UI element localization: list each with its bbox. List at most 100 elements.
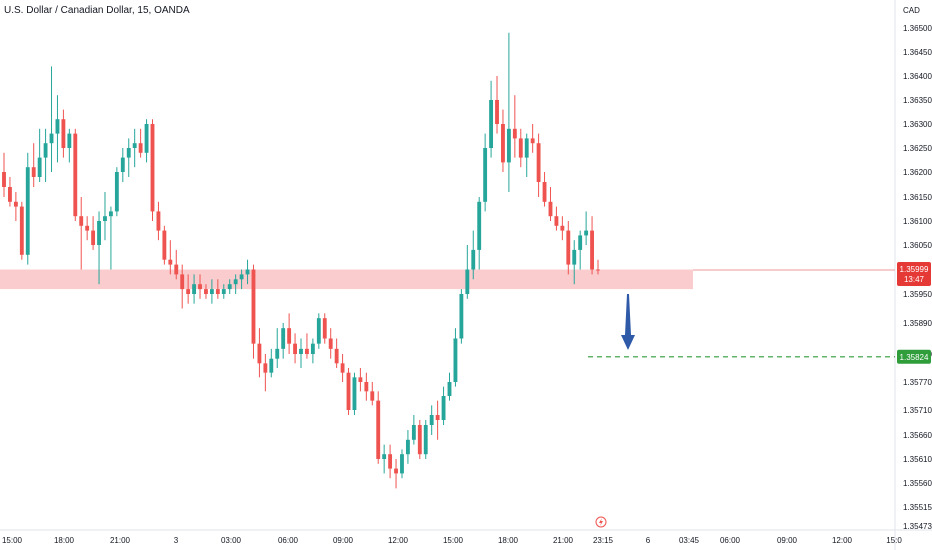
candle-body[interactable] [334, 348, 339, 364]
candle-body[interactable] [346, 372, 351, 410]
candle-body[interactable] [370, 391, 375, 401]
candle-body[interactable] [25, 167, 30, 255]
candle-body[interactable] [322, 318, 327, 339]
candle-body[interactable] [584, 230, 589, 236]
candle-body[interactable] [530, 138, 535, 144]
candle-body[interactable] [215, 289, 220, 294]
candle-body[interactable] [590, 230, 594, 270]
candle-body[interactable] [572, 249, 577, 265]
candle-body[interactable] [114, 172, 119, 212]
candle-body[interactable] [554, 216, 559, 226]
candle-body[interactable] [495, 100, 499, 124]
candle-body[interactable] [233, 279, 238, 285]
candle-body[interactable] [310, 343, 315, 354]
candle-body[interactable] [352, 377, 357, 410]
candle-body[interactable] [13, 201, 18, 207]
candle-body[interactable] [73, 133, 78, 217]
candle-body[interactable] [85, 225, 90, 231]
candle-body[interactable] [417, 425, 422, 455]
candle-body[interactable] [269, 358, 274, 373]
candle-body[interactable] [316, 318, 321, 344]
candle-body[interactable] [364, 382, 369, 392]
candle-body[interactable] [186, 289, 191, 294]
candle-body[interactable] [150, 124, 155, 212]
candle-body[interactable] [524, 138, 529, 158]
candle-body[interactable] [43, 143, 48, 158]
candle-body[interactable] [281, 328, 286, 349]
candle-body[interactable] [405, 439, 410, 455]
candle-body[interactable] [411, 425, 416, 440]
candle-body[interactable] [578, 235, 583, 250]
candle-body[interactable] [548, 201, 553, 217]
candle-body[interactable] [120, 157, 125, 172]
candle-body[interactable] [512, 128, 517, 139]
candle-body[interactable] [489, 100, 494, 148]
candle-body[interactable] [174, 264, 179, 275]
candle-body[interactable] [180, 274, 185, 290]
candle-body[interactable] [518, 138, 523, 158]
candle-body[interactable] [447, 382, 452, 396]
candle-body[interactable] [536, 143, 541, 182]
candle-body[interactable] [506, 128, 511, 163]
candle-body[interactable] [251, 269, 256, 344]
candle-body[interactable] [459, 294, 464, 339]
candle-body[interactable] [61, 119, 66, 148]
candle-body[interactable] [305, 348, 309, 354]
candle-body[interactable] [209, 289, 214, 294]
candle-body[interactable] [275, 348, 280, 359]
candle-body[interactable] [37, 157, 42, 177]
candle-body[interactable] [566, 230, 571, 265]
candle-body[interactable] [67, 133, 72, 148]
candle-body[interactable] [471, 249, 476, 270]
candle-body[interactable] [198, 284, 202, 290]
candle-body[interactable] [477, 201, 482, 250]
candle-body[interactable] [465, 269, 470, 295]
candle-body[interactable] [91, 230, 96, 245]
candle-body[interactable] [192, 284, 197, 294]
candle-body[interactable] [429, 415, 434, 425]
candle-body[interactable] [156, 211, 161, 231]
candle-body[interactable] [221, 289, 226, 294]
candle-body[interactable] [400, 454, 404, 474]
candle-body[interactable] [245, 269, 250, 275]
candle-body[interactable] [97, 221, 101, 245]
candle-body[interactable] [394, 468, 398, 474]
candle-body[interactable] [376, 400, 381, 459]
candle-body[interactable] [162, 230, 167, 260]
candle-body[interactable] [453, 338, 458, 383]
candle-body[interactable] [340, 363, 345, 373]
candle-body[interactable] [144, 124, 149, 153]
candle-body[interactable] [293, 343, 297, 354]
candle-body[interactable] [55, 119, 60, 134]
candle-body[interactable] [382, 454, 387, 459]
candle-body[interactable] [138, 143, 143, 153]
candle-body[interactable] [263, 363, 268, 373]
candle-body[interactable] [435, 415, 440, 420]
candle-body[interactable] [31, 167, 36, 177]
candle-body[interactable] [103, 216, 107, 221]
candle-body[interactable] [328, 338, 333, 349]
candle-body[interactable] [126, 148, 131, 158]
candle-body[interactable] [299, 348, 303, 354]
candle-body[interactable] [49, 133, 54, 144]
candle-body[interactable] [358, 377, 363, 382]
candle-body[interactable] [132, 143, 137, 148]
candle-body[interactable] [388, 454, 393, 469]
candle-body[interactable] [441, 396, 446, 420]
candle-body[interactable] [2, 172, 6, 187]
candle-body[interactable] [423, 425, 428, 455]
candle-body[interactable] [257, 343, 262, 364]
candle-body[interactable] [501, 124, 505, 163]
candle-body[interactable] [204, 289, 208, 294]
candle-body[interactable] [79, 216, 84, 226]
candle-body[interactable] [19, 206, 24, 255]
candle-body[interactable] [596, 269, 600, 271]
candle-body[interactable] [168, 259, 173, 265]
candle-body[interactable] [227, 284, 232, 290]
resistance-zone[interactable] [0, 269, 693, 290]
candle-body[interactable] [483, 148, 488, 202]
candle-body[interactable] [287, 328, 292, 344]
candle-body[interactable] [560, 225, 565, 231]
candle-body[interactable] [8, 187, 12, 202]
